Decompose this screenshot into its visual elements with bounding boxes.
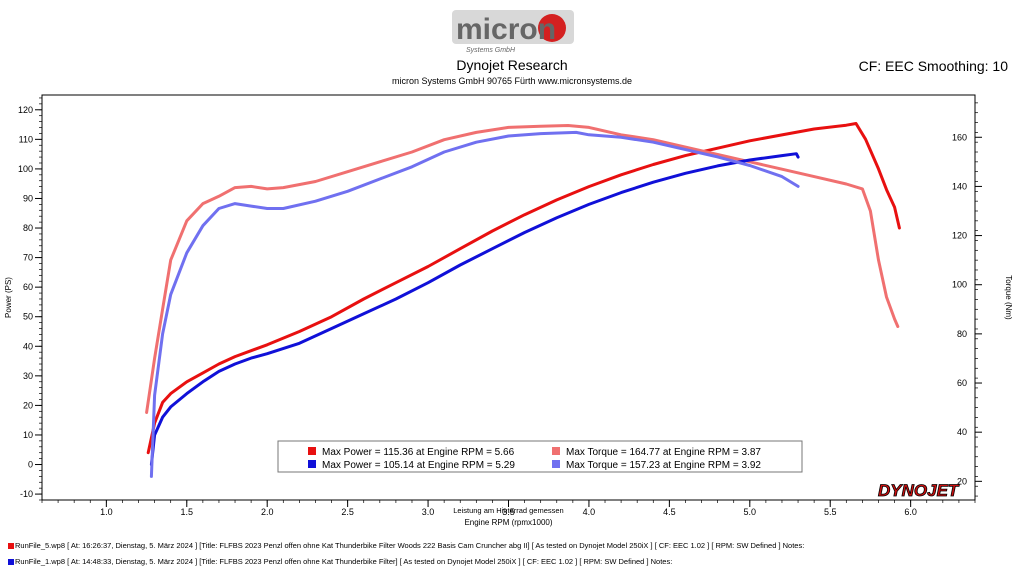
series-line-2 (145, 124, 900, 414)
legend-swatch (552, 460, 560, 468)
y2-tick-label: 140 (952, 181, 967, 191)
x-tick-label: 4.5 (663, 507, 676, 517)
logo-red-circle (538, 14, 566, 42)
x-axis-note: Leistung am Hinterrad gemessen (453, 506, 563, 515)
x-tick-label: 5.0 (744, 507, 757, 517)
y-tick-label: 40 (23, 341, 33, 351)
y-tick-label: 110 (19, 134, 33, 144)
y-tick-label: 50 (23, 312, 33, 322)
legend-entry: Max Power = 115.36 at Engine RPM = 5.66 (322, 447, 515, 458)
dynojet-text: DYNOJET (878, 481, 960, 500)
footer-run-2-swatch (8, 559, 14, 566)
series-line-1 (146, 122, 901, 455)
plot-frame (41, 94, 976, 501)
y-tick-label: 30 (23, 371, 33, 381)
y2-tick-label: 120 (952, 231, 967, 241)
y-tick-label: 120 (18, 105, 33, 115)
x-tick-label: 1.0 (100, 507, 113, 517)
y2-tick-label: 40 (957, 427, 967, 437)
x-tick-label: 6.0 (904, 507, 917, 517)
legend-swatch (308, 460, 316, 468)
x-tick-label: 2.0 (261, 507, 274, 517)
x-tick-label: 1.5 (181, 507, 194, 517)
y2-tick-label: 160 (952, 132, 967, 142)
y-tick-label: 100 (18, 164, 33, 174)
y-tick-label: 90 (23, 193, 33, 203)
legend-entry: Max Torque = 164.77 at Engine RPM = 3.87 (566, 447, 761, 458)
legend-entry: Max Power = 105.14 at Engine RPM = 5.29 (322, 460, 515, 471)
y2-tick-label: 100 (952, 280, 967, 290)
chart-subtitle: micron Systems GmbH 90765 Fürth www.micr… (391, 76, 633, 86)
x-tick-label: 5.5 (824, 507, 837, 517)
footer-run-1-text: RunFile_5.wp8 [ At: 16:26:37, Dienstag, … (15, 541, 805, 550)
y2-axis-label: Torque (Nm) (1004, 275, 1013, 320)
x-tick-label: 4.0 (583, 507, 596, 517)
micron-logo: micron Systems GmbH (452, 10, 574, 54)
y-tick-label: 80 (23, 223, 33, 233)
series-line-4 (149, 130, 800, 478)
y-tick-label: 10 (23, 430, 33, 440)
legend-swatch (308, 447, 316, 455)
y2-tick-label: 80 (957, 329, 967, 339)
x-axis-label: Engine RPM (rpmx1000) (464, 518, 552, 527)
series-line-3 (149, 152, 800, 466)
y-tick-label: 20 (23, 400, 33, 410)
y2-tick-label: 60 (957, 378, 967, 388)
footer-run-1-swatch (8, 543, 14, 550)
y-tick-label: 60 (23, 282, 33, 292)
y2-tick-label: 20 (957, 476, 967, 486)
cf-smoothing-label: CF: EEC Smoothing: 10 (858, 58, 1008, 74)
footer-run-2-text: RunFile_1.wp8 [ At: 14:48:33, Dienstag, … (15, 557, 673, 566)
legend-box (277, 440, 803, 473)
x-tick-label: 3.0 (422, 507, 435, 517)
footer-run-2: RunFile_1.wp8 [ At: 14:48:33, Dienstag, … (8, 557, 672, 566)
x-tick-label: 3.5 (502, 507, 515, 517)
footer-run-1: RunFile_5.wp8 [ At: 16:26:37, Dienstag, … (8, 541, 804, 550)
chart-title: Dynojet Research (456, 57, 568, 73)
y-tick-label: 0 (28, 460, 33, 470)
y-tick-label: 70 (23, 253, 33, 263)
dynojet-logo: DYNOJET (878, 481, 961, 500)
y-axis-label: Power (PS) (4, 277, 13, 318)
logo-text: micron (456, 13, 556, 46)
legend-entry: Max Torque = 157.23 at Engine RPM = 3.92 (566, 460, 761, 471)
y-tick-label: -10 (20, 489, 33, 499)
x-tick-label: 2.5 (341, 507, 354, 517)
legend-swatch (552, 447, 560, 455)
logo-subtext: Systems GmbH (466, 47, 516, 54)
